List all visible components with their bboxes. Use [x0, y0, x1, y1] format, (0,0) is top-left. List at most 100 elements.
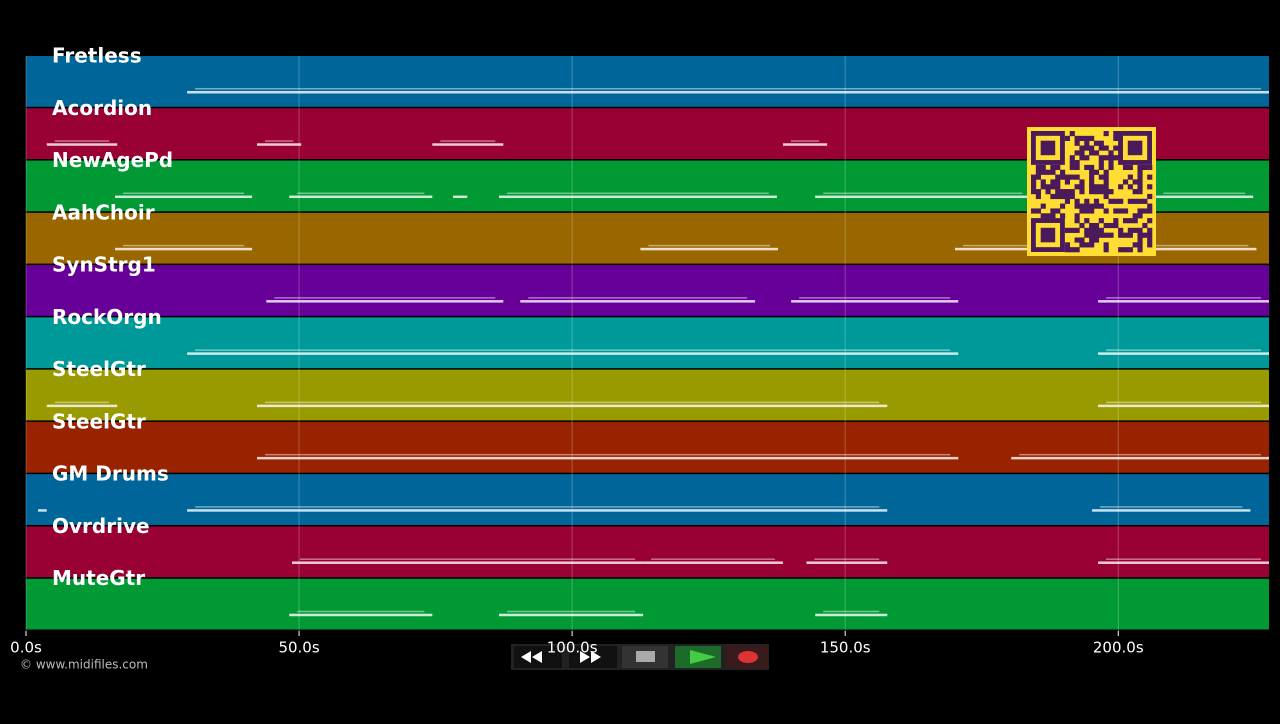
qr-module — [1147, 218, 1153, 224]
qr-module — [1031, 208, 1037, 214]
note-line — [520, 300, 756, 303]
qr-module — [1089, 135, 1095, 141]
note-line — [54, 140, 110, 142]
play-button[interactable] — [675, 646, 721, 668]
note-line — [115, 195, 253, 199]
note-line — [265, 453, 951, 456]
qr-module — [1098, 203, 1104, 209]
note-segment — [432, 140, 504, 146]
note-line — [54, 401, 110, 404]
qr-module — [1050, 169, 1056, 175]
qr-module — [1147, 237, 1153, 243]
note-segment — [498, 192, 777, 199]
qr-module — [1142, 164, 1148, 171]
record-button[interactable] — [726, 646, 768, 668]
qr-module — [1050, 208, 1056, 214]
track-lane — [26, 474, 1269, 525]
track-name: Acordion — [52, 96, 152, 120]
stop-icon — [636, 651, 655, 662]
qr-module — [1098, 232, 1104, 238]
qr-module — [1098, 184, 1104, 190]
track-name: SteelGtr — [52, 409, 146, 433]
note-line — [46, 143, 118, 146]
forward-button[interactable] — [569, 646, 617, 668]
note-line — [297, 610, 425, 613]
note-line — [195, 349, 951, 351]
note-segment — [187, 506, 888, 512]
note-segment — [1098, 558, 1269, 564]
qr-module — [1142, 232, 1148, 238]
qr-module — [1089, 222, 1095, 229]
record-icon — [738, 651, 758, 663]
track-lane — [26, 578, 1269, 630]
note-line — [265, 140, 294, 142]
note-line — [291, 561, 644, 564]
qr-module — [1045, 169, 1051, 175]
qr-module — [1137, 247, 1143, 253]
qr-module — [1069, 155, 1075, 161]
note-line — [187, 352, 959, 355]
note-segment — [520, 297, 756, 303]
qr-finder — [1040, 140, 1056, 156]
qr-module — [1108, 189, 1114, 195]
rewind-button[interactable] — [514, 646, 562, 668]
qr-module — [1108, 150, 1114, 156]
qr-finder — [1127, 140, 1143, 156]
note-segment — [1092, 506, 1251, 512]
track-lane — [26, 317, 1269, 369]
qr-module — [1127, 198, 1133, 204]
track-name: NewAgePd — [52, 148, 173, 172]
qr-module — [1035, 164, 1041, 171]
qr-module — [1035, 169, 1041, 175]
qr-module — [1113, 135, 1119, 141]
note-line — [498, 613, 644, 617]
qr-module — [1055, 179, 1061, 185]
note-segment — [782, 140, 828, 146]
track-name: SteelGtr — [52, 357, 146, 381]
note-segment — [46, 140, 118, 146]
qr-module — [1084, 155, 1090, 161]
qr-module — [1035, 189, 1041, 195]
qr-module — [1093, 189, 1100, 195]
qr-module — [1137, 232, 1143, 238]
qr-module — [1060, 203, 1066, 209]
qr-module — [1079, 179, 1085, 185]
qr-module — [1118, 247, 1124, 253]
qr-module — [1142, 222, 1148, 229]
qr-module — [1031, 189, 1037, 195]
note-line — [1106, 558, 1261, 560]
note-line — [195, 506, 880, 508]
qr-module — [1064, 179, 1071, 185]
qr-module — [1084, 227, 1090, 233]
qr-module — [1055, 184, 1061, 190]
note-line — [265, 401, 880, 404]
qr-module — [1137, 184, 1143, 190]
qr-module — [1074, 218, 1080, 224]
qr-module — [1113, 145, 1119, 151]
note-line — [1092, 509, 1251, 512]
note-line — [432, 143, 504, 146]
stop-button[interactable] — [622, 646, 668, 668]
qr-module — [1122, 208, 1129, 214]
qr-module — [1147, 232, 1153, 238]
note-segment — [115, 192, 253, 199]
note-segment — [289, 610, 433, 617]
qr-module — [1118, 208, 1124, 214]
qr-module — [1064, 189, 1071, 195]
qr-finder — [1118, 130, 1153, 165]
qr-module — [1137, 242, 1143, 248]
qr-module — [1093, 222, 1100, 229]
qr-module — [1040, 203, 1046, 209]
qr-module — [1127, 227, 1133, 233]
qr-module — [1142, 198, 1148, 204]
qr-module — [1098, 160, 1104, 166]
note-line — [1163, 192, 1246, 195]
track-lane — [26, 265, 1269, 316]
qr-module — [1127, 174, 1133, 180]
note-line — [823, 192, 1023, 195]
qr-module — [1060, 213, 1066, 219]
qr-module — [1108, 198, 1114, 204]
qr-module — [1127, 164, 1133, 171]
note-line — [289, 613, 433, 617]
